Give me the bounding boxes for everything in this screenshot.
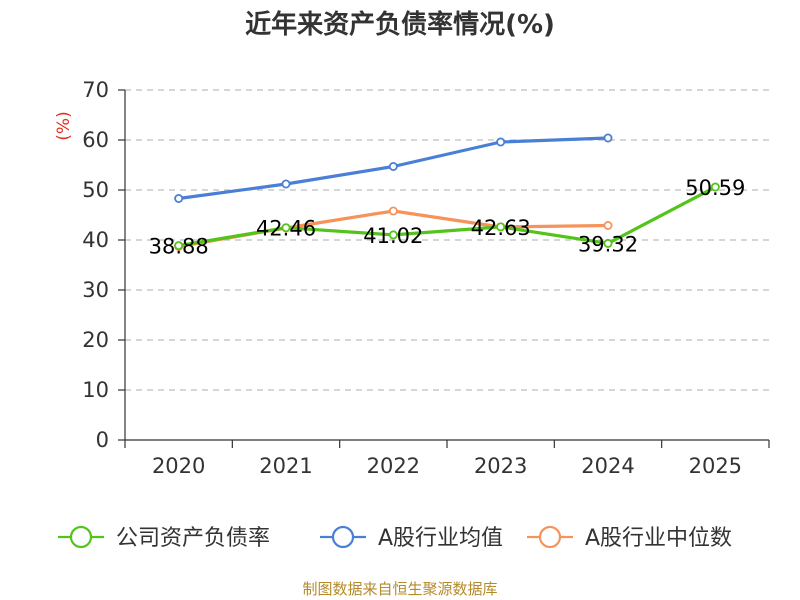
y-tick-label: 10 — [82, 378, 109, 402]
y-tick-label: 70 — [82, 78, 109, 102]
data-point — [174, 193, 184, 203]
grid-lines — [125, 89, 769, 391]
legend-item[interactable]: 公司资产负债率 — [58, 525, 270, 551]
data-point — [174, 241, 184, 251]
legend-label: A股行业中位数 — [585, 526, 732, 551]
legend-marker — [331, 525, 355, 549]
data-point — [710, 182, 720, 192]
y-tick-label: 40 — [82, 228, 109, 252]
legend-marker — [69, 525, 93, 549]
data-point — [281, 223, 291, 233]
data-label: 39.32 — [578, 232, 638, 256]
data-point — [388, 206, 398, 216]
data-labels: 38.88 42.46 41.02 42.63 39.32 50.59 — [149, 176, 746, 259]
data-label: 42.46 — [256, 217, 316, 241]
data-point — [496, 222, 506, 232]
x-tick-label: 2023 — [474, 454, 527, 478]
y-tick-label: 30 — [82, 278, 109, 302]
y-tick-label: 50 — [82, 178, 109, 202]
axes: 0 10 20 30 40 50 60 70 2020 2021 2022 2023 2024 2025 — [82, 78, 770, 478]
x-tick-label: 2022 — [367, 454, 420, 478]
data-source-note: 制图数据来自恒生聚源数据库 — [302, 580, 497, 598]
legend-item[interactable]: A股行业中位数 — [527, 525, 732, 551]
x-tick-label: 2020 — [152, 454, 205, 478]
x-tick-label: 2024 — [581, 454, 634, 478]
y-tick-label: 60 — [82, 128, 109, 152]
series-line — [178, 185, 717, 248]
x-tick-label: 2025 — [689, 454, 742, 478]
legend-marker — [538, 525, 562, 549]
series-lines — [174, 133, 720, 251]
data-point — [388, 161, 398, 171]
chart-title: 近年来资产负债率情况(%) — [245, 9, 555, 40]
data-point — [603, 220, 613, 230]
y-tick-label: 20 — [82, 328, 109, 352]
x-tick-label: 2021 — [259, 454, 312, 478]
data-point — [603, 133, 613, 143]
data-point — [496, 137, 506, 147]
data-label: 38.88 — [149, 235, 209, 259]
data-label: 50.59 — [685, 176, 745, 200]
legend[interactable]: 公司资产负债率 A股行业均值 A股行业中位数 — [58, 525, 732, 551]
data-label: 41.02 — [363, 224, 423, 248]
legend-label: A股行业均值 — [378, 526, 503, 551]
legend-item[interactable]: A股行业均值 — [320, 525, 503, 551]
data-point — [388, 230, 398, 240]
data-label: 42.63 — [471, 216, 531, 240]
y-axis-label: (%) — [54, 111, 74, 140]
legend-label: 公司资产负债率 — [116, 526, 270, 551]
data-point — [603, 238, 613, 248]
y-tick-label: 0 — [96, 428, 109, 452]
data-point — [281, 179, 291, 189]
